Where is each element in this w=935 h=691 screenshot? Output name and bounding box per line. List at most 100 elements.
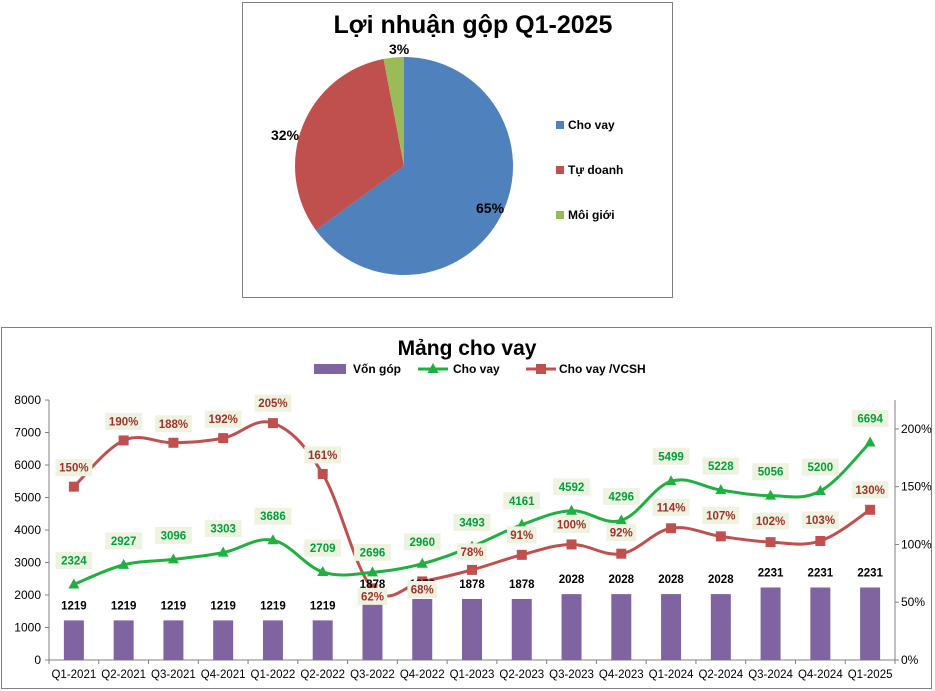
loan-data-label: 3303 bbox=[210, 524, 236, 536]
marker-cho-vay-vcsh bbox=[616, 548, 627, 559]
bar-data-label: 2231 bbox=[808, 567, 834, 579]
bar-von-gop bbox=[113, 620, 134, 660]
loan-data-label: 4592 bbox=[559, 482, 585, 494]
ratio-data-label-box bbox=[606, 524, 637, 542]
loan-data-label-box bbox=[354, 543, 391, 561]
marker-cho-vay bbox=[615, 514, 627, 525]
ratio-data-label-box bbox=[304, 446, 342, 464]
marker-cho-vay-vcsh bbox=[168, 437, 179, 448]
ratio-data-label-box bbox=[702, 506, 740, 524]
marker-cho-vay-vcsh bbox=[317, 468, 328, 479]
ratio-data-label: 161% bbox=[308, 450, 337, 462]
ratio-data-label-box bbox=[851, 481, 889, 499]
left-tick-label: 8000 bbox=[14, 393, 41, 407]
ratio-data-label-box bbox=[105, 412, 143, 430]
ratio-data-label: 205% bbox=[258, 398, 287, 410]
marker-cho-vay bbox=[416, 557, 428, 568]
marker-cho-vay-vcsh bbox=[218, 433, 229, 444]
bar-data-label: 1219 bbox=[310, 600, 336, 612]
ratio-data-label: 190% bbox=[109, 416, 138, 428]
left-tick-label: 4000 bbox=[14, 523, 41, 537]
ratio-data-label: 150% bbox=[59, 463, 88, 475]
marker-cho-vay-vcsh bbox=[865, 504, 876, 515]
loan-data-label-box bbox=[503, 492, 541, 510]
loan-data-label: 5200 bbox=[808, 462, 834, 474]
loan-data-label: 6694 bbox=[857, 413, 883, 425]
bar-data-label: 2231 bbox=[758, 567, 784, 579]
bar-von-gop bbox=[561, 594, 582, 660]
ratio-data-label-box bbox=[407, 580, 438, 598]
bar-von-gop bbox=[163, 620, 184, 660]
marker-cho-vay-vcsh bbox=[566, 539, 577, 550]
bar-data-label: 1219 bbox=[161, 600, 187, 612]
bar-data-label: 2028 bbox=[658, 574, 684, 586]
marker-cho-vay bbox=[765, 489, 777, 500]
pie-data-label: 65% bbox=[476, 200, 505, 216]
bar-data-label: 1219 bbox=[210, 600, 236, 612]
right-tick-label: 0% bbox=[901, 653, 919, 667]
loan-data-label: 2324 bbox=[61, 555, 87, 567]
left-tick-label: 0 bbox=[34, 653, 41, 667]
marker-cho-vay-vcsh bbox=[467, 564, 477, 575]
ratio-data-label-box bbox=[55, 459, 93, 477]
loan-data-label-box bbox=[851, 409, 889, 427]
loan-combo-chart: Mảng cho vay Vốn góp Cho vay Cho vay /VCSH… bbox=[14, 337, 932, 681]
legend-label-von-gop: Vốn góp bbox=[353, 362, 401, 376]
marker-cho-vay-vcsh bbox=[715, 531, 726, 542]
pie-chart-panel: Lợi nhuận gộp Q1-2025 65% 32% 3% Cho vay Tự… bbox=[242, 2, 673, 298]
loan-data-label: 2960 bbox=[409, 537, 435, 549]
marker-cho-vay bbox=[366, 566, 378, 577]
bar-von-gop bbox=[262, 620, 283, 660]
bar-data-label: 2028 bbox=[559, 574, 585, 586]
bar-von-gop bbox=[412, 598, 433, 660]
bar-data-label: 1878 bbox=[509, 579, 535, 591]
left-tick-label: 7000 bbox=[14, 426, 41, 440]
pie-data-label: 3% bbox=[389, 41, 410, 57]
ratio-data-label-box bbox=[155, 415, 192, 433]
bar-von-gop bbox=[511, 598, 532, 660]
x-tick-label: Q3-2024 bbox=[748, 669, 793, 681]
loan-data-label: 5228 bbox=[708, 461, 734, 473]
pie-slice-2 bbox=[383, 57, 404, 166]
loan-data-label: 4296 bbox=[608, 491, 634, 503]
marker-cho-vay-vcsh bbox=[118, 435, 129, 446]
x-tick-label: Q2-2024 bbox=[698, 669, 743, 681]
loan-data-label-box bbox=[204, 520, 242, 538]
pie-chart-title: Lợi nhuận gộp Q1-2025 bbox=[334, 11, 613, 39]
x-tick-label: Q4-2022 bbox=[400, 669, 445, 681]
x-tick-label: Q1-2022 bbox=[251, 669, 296, 681]
ratio-data-label-box bbox=[652, 498, 690, 516]
marker-cho-vay-vcsh bbox=[765, 537, 776, 548]
marker-cho-vay bbox=[665, 475, 677, 486]
right-tick-label: 100% bbox=[901, 537, 932, 551]
left-tick-label: 6000 bbox=[14, 458, 41, 472]
left-tick-label: 5000 bbox=[14, 491, 41, 505]
loan-data-label: 4161 bbox=[509, 496, 535, 508]
ratio-data-label-box bbox=[204, 410, 242, 428]
marker-cho-vay bbox=[566, 504, 578, 515]
ratio-data-label: 130% bbox=[855, 485, 884, 497]
pie-slice-1 bbox=[295, 58, 404, 231]
marker-cho-vay bbox=[167, 553, 179, 564]
loan-data-label-box bbox=[254, 507, 292, 525]
bar-von-gop bbox=[710, 594, 731, 660]
line-cho-vay bbox=[73, 441, 872, 586]
ratio-data-label: 62% bbox=[361, 591, 384, 603]
x-tick-label: Q3-2021 bbox=[151, 669, 196, 681]
ratio-data-label: 192% bbox=[208, 414, 237, 426]
x-tick-label: Q2-2022 bbox=[300, 669, 345, 681]
loan-data-label: 2709 bbox=[310, 543, 336, 555]
bar-von-gop bbox=[362, 598, 383, 660]
ratio-data-label: 188% bbox=[159, 419, 188, 431]
bar-von-gop bbox=[312, 620, 333, 660]
pie-chart: Lợi nhuận gộp Q1-2025 65% 32% 3% Cho vay Tự… bbox=[271, 11, 623, 276]
legend-marker-cho-vay bbox=[427, 363, 439, 373]
x-tick-label: Q3-2022 bbox=[350, 669, 395, 681]
ratio-data-label: 107% bbox=[706, 510, 735, 522]
pie-legend-label: Cho vay bbox=[568, 118, 615, 132]
loan-data-label-box bbox=[105, 532, 143, 550]
x-tick-label: Q2-2023 bbox=[499, 669, 544, 681]
marker-cho-vay bbox=[864, 436, 876, 447]
x-tick-label: Q1-2023 bbox=[450, 669, 495, 681]
ratio-data-label: 100% bbox=[557, 519, 586, 531]
